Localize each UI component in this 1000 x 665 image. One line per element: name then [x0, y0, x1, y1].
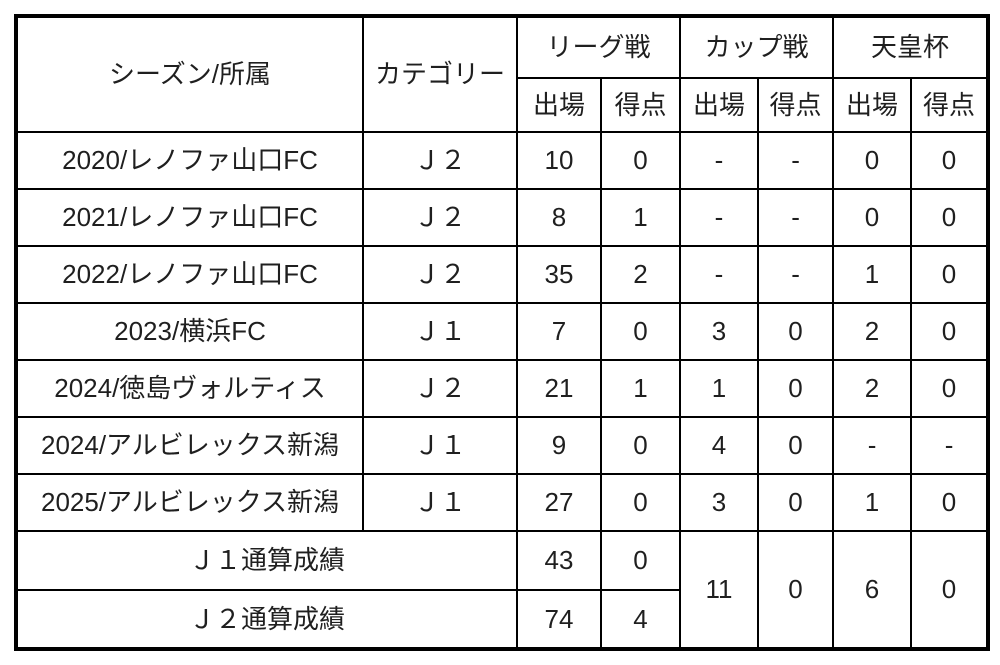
stat-cell: 2 [832, 302, 913, 361]
j2-total-league-apps: 74 [516, 589, 602, 650]
stat-cell: 0 [599, 131, 682, 190]
stat-cell: 0 [832, 188, 913, 247]
table-row: 2020/レノファ山口FC Ｊ２ 10 0 - - 0 0 [15, 131, 990, 190]
stat-cell: 35 [516, 245, 602, 304]
table-row: 2023/横浜FC Ｊ１ 7 0 3 0 2 0 [15, 302, 990, 361]
stat-cell: 0 [832, 131, 913, 190]
stat-cell: 0 [599, 302, 682, 361]
j1-totals-row: Ｊ１通算成績 43 0 11 0 6 0 [15, 530, 990, 650]
stat-cell: 27 [516, 473, 602, 532]
stat-cell: - [679, 188, 760, 247]
stat-cell: 9 [516, 416, 602, 475]
subheader-cup-goals: 得点 [757, 77, 835, 133]
stat-cell: - [757, 245, 835, 304]
season-cell: 2025/アルビレックス新潟 [15, 473, 364, 532]
j2-totals-row: Ｊ２通算成績 74 4 [15, 589, 988, 650]
stat-cell: 0 [757, 302, 835, 361]
subheader-league-apps: 出場 [516, 77, 602, 133]
stat-cell: 2 [832, 359, 913, 418]
header-season-club: シーズン/所属 [15, 15, 364, 133]
category-cell: Ｊ１ [362, 473, 518, 532]
header-league: リーグ戦 [515, 15, 682, 79]
season-cell: 2023/横浜FC [15, 302, 364, 361]
stat-cell: 1 [679, 359, 760, 418]
season-cell: 2024/アルビレックス新潟 [15, 416, 364, 475]
stat-cell: 3 [679, 473, 760, 532]
stat-cell: 0 [910, 473, 990, 532]
stat-cell: 21 [516, 359, 602, 418]
subheader-league-goals: 得点 [599, 77, 682, 133]
season-cell: 2021/レノファ山口FC [15, 188, 364, 247]
stat-cell: 0 [910, 359, 990, 418]
stat-cell: 4 [679, 416, 760, 475]
stat-cell: 0 [599, 416, 682, 475]
header-emperors-cup: 天皇杯 [832, 15, 990, 79]
subheader-cup-apps: 出場 [679, 77, 760, 133]
stat-cell: - [679, 131, 760, 190]
header-cup: カップ戦 [679, 15, 835, 79]
stat-cell: - [757, 188, 835, 247]
totals-section: Ｊ１通算成績 43 0 11 0 6 0 Ｊ２通算成績 74 4 [15, 530, 990, 650]
category-cell: Ｊ１ [362, 302, 518, 361]
table-row: 2022/レノファ山口FC Ｊ２ 35 2 - - 1 0 [15, 245, 990, 304]
table-row: 2025/アルビレックス新潟 Ｊ１ 27 0 3 0 1 0 [15, 473, 990, 532]
category-cell: Ｊ２ [362, 188, 518, 247]
season-cell: 2020/レノファ山口FC [15, 131, 364, 190]
total-cup-goals: 0 [757, 530, 835, 650]
stat-cell: 0 [757, 416, 835, 475]
table-row: 2024/徳島ヴォルティス Ｊ２ 21 1 1 0 2 0 [15, 359, 990, 418]
stat-cell: 0 [910, 245, 990, 304]
stat-cell: - [910, 416, 990, 475]
stat-cell: 0 [757, 359, 835, 418]
season-cell: 2022/レノファ山口FC [15, 245, 364, 304]
j1-total-league-apps: 43 [516, 530, 602, 591]
stat-cell: 1 [832, 473, 913, 532]
j2-total-league-goals: 4 [599, 589, 682, 650]
stat-cell: - [832, 416, 913, 475]
stat-cell: 0 [599, 473, 682, 532]
j1-total-label: Ｊ１通算成績 [15, 530, 518, 591]
stat-cell: - [679, 245, 760, 304]
stat-cell: 2 [599, 245, 682, 304]
stat-cell: 1 [599, 359, 682, 418]
stat-cell: 10 [516, 131, 602, 190]
total-emperors-goals: 0 [910, 530, 990, 650]
header-category: カテゴリー [362, 15, 518, 133]
subheader-emperors-goals: 得点 [910, 77, 990, 133]
stat-cell: 0 [910, 131, 990, 190]
stat-cell: - [757, 131, 835, 190]
total-emperors-apps: 6 [832, 530, 913, 650]
stat-cell: 0 [910, 188, 990, 247]
stat-cell: 1 [832, 245, 913, 304]
stat-cell: 1 [599, 188, 682, 247]
stat-cell: 0 [910, 302, 990, 361]
category-cell: Ｊ２ [362, 131, 518, 190]
category-cell: Ｊ２ [362, 245, 518, 304]
stat-cell: 3 [679, 302, 760, 361]
table-row: 2024/アルビレックス新潟 Ｊ１ 9 0 4 0 - - [15, 416, 990, 475]
subheader-emperors-apps: 出場 [832, 77, 913, 133]
career-stats-table: シーズン/所属 カテゴリー リーグ戦 カップ戦 天皇杯 出場 得点 出場 得点 … [14, 14, 991, 651]
category-cell: Ｊ２ [362, 359, 518, 418]
category-cell: Ｊ１ [362, 416, 518, 475]
j1-total-league-goals: 0 [599, 530, 682, 591]
total-cup-apps: 11 [679, 530, 760, 650]
stat-cell: 7 [516, 302, 602, 361]
season-cell: 2024/徳島ヴォルティス [15, 359, 364, 418]
header-group-row: シーズン/所属 カテゴリー リーグ戦 カップ戦 天皇杯 [15, 15, 990, 133]
table-row: 2021/レノファ山口FC Ｊ２ 8 1 - - 0 0 [15, 188, 990, 247]
stat-cell: 8 [516, 188, 602, 247]
j2-total-label: Ｊ２通算成績 [15, 589, 518, 650]
stat-cell: 0 [757, 473, 835, 532]
header-sub-row: 出場 得点 出場 得点 出場 得点 [16, 77, 990, 133]
